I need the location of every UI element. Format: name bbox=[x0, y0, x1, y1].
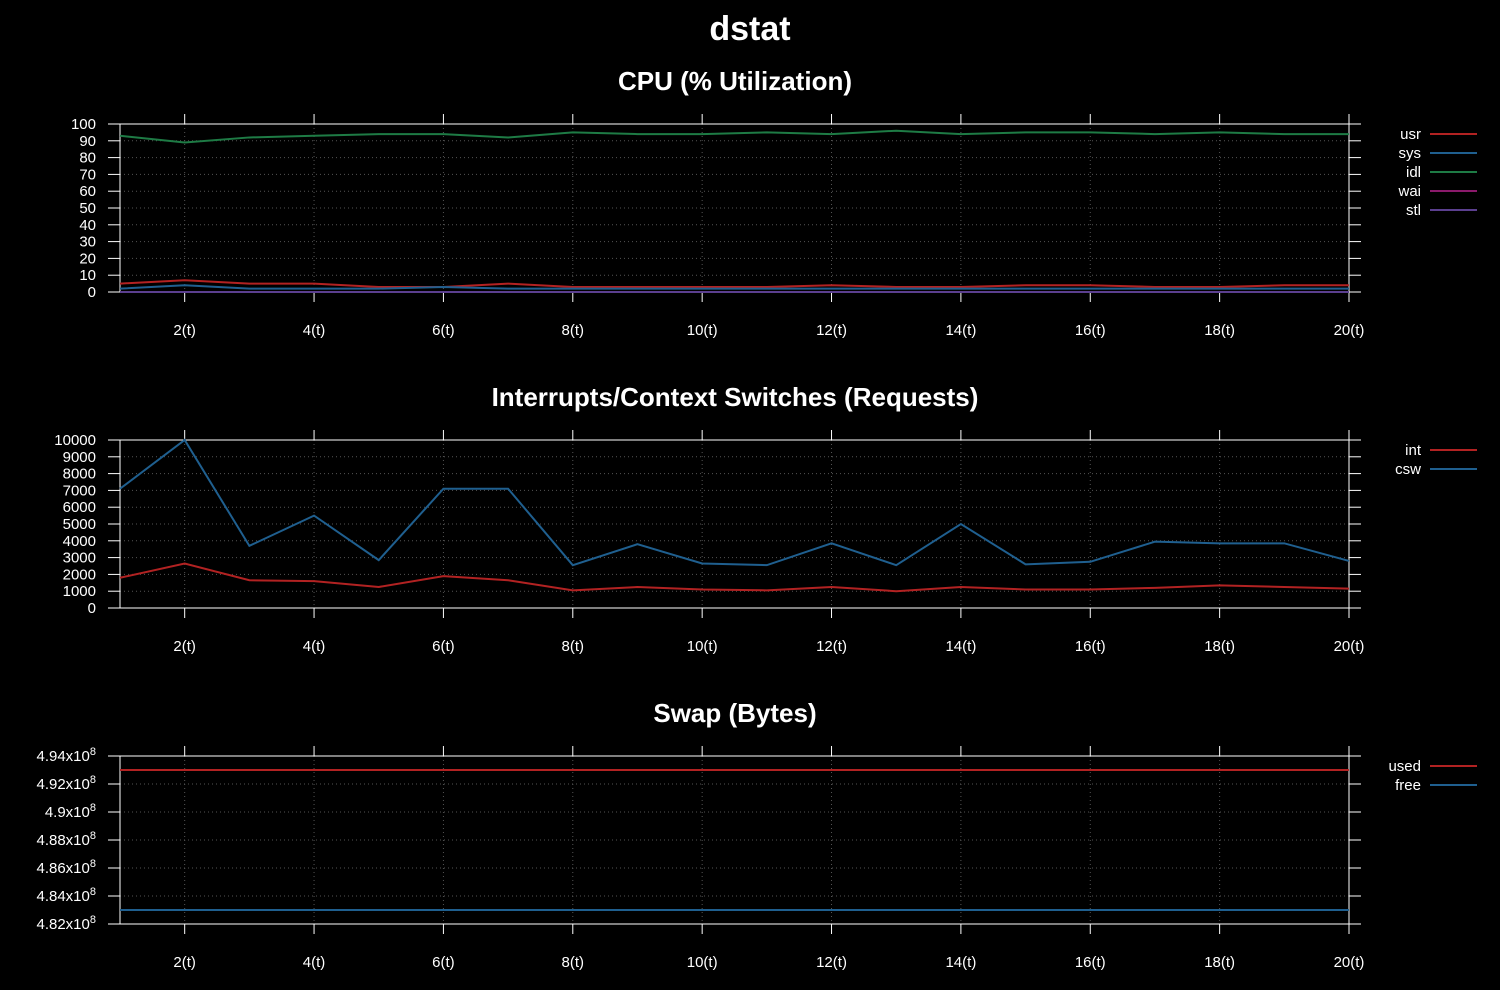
x-tick-label: 10(t) bbox=[687, 322, 718, 339]
x-tick-label: 12(t) bbox=[816, 954, 847, 971]
y-tick-label: 3000 bbox=[63, 550, 96, 567]
x-tick-label: 14(t) bbox=[945, 638, 976, 655]
x-tick-label: 18(t) bbox=[1204, 954, 1235, 971]
y-tick-label: 9000 bbox=[63, 449, 96, 466]
y-tick-label: 20 bbox=[79, 250, 96, 267]
y-tick-label: 4.84x108 bbox=[36, 886, 96, 905]
y-tick-label: 30 bbox=[79, 234, 96, 251]
x-tick-label: 20(t) bbox=[1334, 954, 1365, 971]
y-tick-label: 4.88x108 bbox=[36, 830, 96, 849]
series-line-int bbox=[119, 562, 1350, 593]
x-tick-label: 4(t) bbox=[303, 638, 326, 655]
y-tick-label: 4.86x108 bbox=[36, 858, 96, 877]
y-tick-mantissa: 4.92x10 bbox=[36, 776, 89, 793]
x-tick-label: 20(t) bbox=[1334, 638, 1365, 655]
x-tick-label: 6(t) bbox=[432, 322, 455, 339]
y-tick-mantissa: 4.86x10 bbox=[36, 860, 89, 877]
y-tick-mantissa: 4.9x10 bbox=[45, 804, 90, 821]
x-tick-label: 18(t) bbox=[1204, 322, 1235, 339]
y-tick-label: 5000 bbox=[63, 516, 96, 533]
y-tick-exponent: 8 bbox=[90, 858, 96, 870]
y-tick-label: 40 bbox=[79, 217, 96, 234]
x-tick-label: 8(t) bbox=[562, 954, 585, 971]
legend-label-idl: idl bbox=[1406, 164, 1421, 181]
y-tick-label: 80 bbox=[79, 150, 96, 167]
legend-label-wai: wai bbox=[1397, 183, 1421, 200]
series-line-usr bbox=[119, 279, 1349, 288]
plot-frame bbox=[119, 755, 1350, 925]
y-tick-exponent: 8 bbox=[90, 802, 96, 814]
plot-frame bbox=[119, 439, 1350, 609]
y-tick-mantissa: 4.88x10 bbox=[36, 832, 89, 849]
y-tick-label: 6000 bbox=[63, 499, 96, 516]
y-tick-label: 4.9x108 bbox=[45, 802, 96, 821]
y-tick-label: 4.82x108 bbox=[36, 914, 96, 933]
x-tick-label: 4(t) bbox=[303, 322, 326, 339]
x-tick-label: 18(t) bbox=[1204, 638, 1235, 655]
series-line-sys bbox=[119, 284, 1349, 290]
chart-title: Interrupts/Context Switches (Requests) bbox=[492, 382, 979, 412]
y-tick-exponent: 8 bbox=[90, 914, 96, 926]
y-tick-label: 90 bbox=[79, 133, 96, 150]
x-tick-label: 14(t) bbox=[945, 322, 976, 339]
legend-label-sys: sys bbox=[1399, 145, 1422, 162]
chart-panel-1: CPU (% Utilization)010203040506070809010… bbox=[71, 66, 1477, 339]
x-tick-label: 14(t) bbox=[945, 954, 976, 971]
y-tick-label: 4.94x108 bbox=[36, 746, 96, 765]
chart-panel-2: Interrupts/Context Switches (Requests)01… bbox=[54, 382, 1477, 655]
x-tick-label: 12(t) bbox=[816, 638, 847, 655]
legend-label-free: free bbox=[1395, 777, 1421, 794]
y-tick-exponent: 8 bbox=[90, 746, 96, 758]
figure-title: dstat bbox=[709, 10, 790, 48]
y-tick-label: 2000 bbox=[63, 566, 96, 583]
x-tick-label: 16(t) bbox=[1075, 638, 1106, 655]
legend-label-int: int bbox=[1405, 442, 1422, 459]
y-tick-label: 100 bbox=[71, 116, 96, 133]
series-line-idl bbox=[119, 129, 1349, 144]
y-tick-label: 0 bbox=[88, 600, 96, 617]
x-tick-label: 16(t) bbox=[1075, 954, 1106, 971]
x-tick-label: 20(t) bbox=[1334, 322, 1365, 339]
y-tick-label: 7000 bbox=[63, 482, 96, 499]
legend-label-usr: usr bbox=[1400, 126, 1421, 143]
y-tick-mantissa: 4.94x10 bbox=[36, 748, 89, 765]
x-tick-label: 2(t) bbox=[173, 322, 196, 339]
y-tick-label: 10000 bbox=[54, 432, 96, 449]
x-tick-label: 6(t) bbox=[432, 638, 455, 655]
y-tick-exponent: 8 bbox=[90, 830, 96, 842]
y-tick-mantissa: 4.84x10 bbox=[36, 888, 89, 905]
legend-label-csw: csw bbox=[1395, 461, 1421, 478]
x-tick-label: 16(t) bbox=[1075, 322, 1106, 339]
chart-title: CPU (% Utilization) bbox=[618, 66, 852, 96]
y-tick-label: 60 bbox=[79, 183, 96, 200]
y-tick-label: 0 bbox=[88, 284, 96, 301]
series-line-csw bbox=[119, 438, 1350, 567]
y-tick-mantissa: 4.82x10 bbox=[36, 916, 89, 933]
chart-title: Swap (Bytes) bbox=[653, 698, 816, 728]
y-tick-label: 4000 bbox=[63, 533, 96, 550]
y-tick-exponent: 8 bbox=[90, 886, 96, 898]
y-tick-label: 70 bbox=[79, 166, 96, 183]
x-tick-label: 2(t) bbox=[173, 638, 196, 655]
y-tick-label: 4.92x108 bbox=[36, 774, 96, 793]
x-tick-label: 8(t) bbox=[562, 638, 585, 655]
y-tick-label: 8000 bbox=[63, 466, 96, 483]
y-tick-exponent: 8 bbox=[90, 774, 96, 786]
y-tick-label: 1000 bbox=[63, 583, 96, 600]
y-tick-label: 50 bbox=[79, 200, 96, 217]
y-tick-label: 10 bbox=[79, 267, 96, 284]
legend-label-used: used bbox=[1388, 758, 1421, 775]
x-tick-label: 6(t) bbox=[432, 954, 455, 971]
chart-panel-3: Swap (Bytes)4.82x1084.84x1084.86x1084.88… bbox=[36, 698, 1477, 971]
x-tick-label: 2(t) bbox=[173, 954, 196, 971]
x-tick-label: 10(t) bbox=[687, 954, 718, 971]
x-tick-label: 12(t) bbox=[816, 322, 847, 339]
x-tick-label: 8(t) bbox=[562, 322, 585, 339]
x-tick-label: 4(t) bbox=[303, 954, 326, 971]
x-tick-label: 10(t) bbox=[687, 638, 718, 655]
legend-label-stl: stl bbox=[1406, 202, 1421, 219]
